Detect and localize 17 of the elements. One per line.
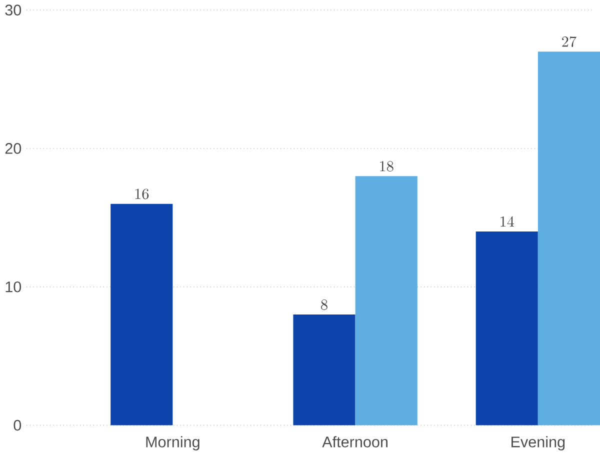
data-label: 14	[500, 216, 514, 227]
x-tick-label: Morning	[146, 436, 200, 450]
y-tick-label: 10	[6, 281, 22, 292]
bar	[355, 176, 418, 426]
data-label: 16	[135, 188, 149, 200]
data-label: 8	[321, 299, 328, 310]
y-tick-label: 0	[14, 420, 22, 431]
bar	[293, 314, 356, 426]
x-tick-label: Evening	[512, 436, 565, 450]
bar	[110, 204, 173, 426]
bar	[476, 231, 538, 426]
x-tick-label: Afternoon	[322, 436, 388, 448]
y-tick-label: 30	[5, 4, 22, 16]
data-label: 18	[380, 161, 394, 172]
data-label: 27	[562, 36, 576, 47]
y-tick-label: 20	[5, 143, 22, 154]
bar	[538, 52, 600, 426]
